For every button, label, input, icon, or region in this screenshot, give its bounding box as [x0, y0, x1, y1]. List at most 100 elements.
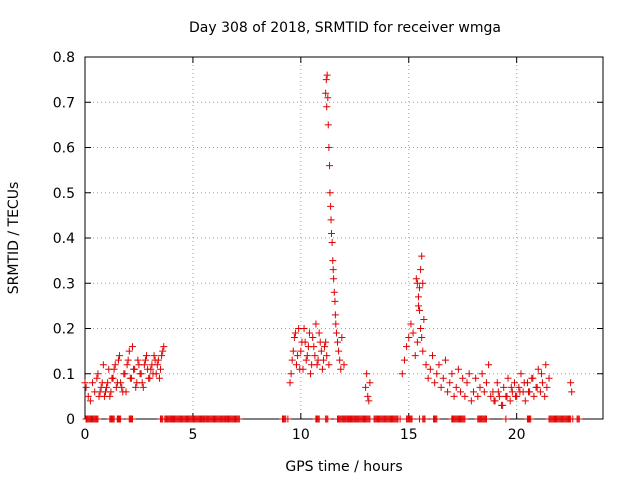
- data-point: [329, 266, 337, 274]
- data-point: [311, 352, 319, 360]
- data-point: [84, 392, 92, 400]
- data-point: [302, 356, 310, 364]
- data-point: [319, 356, 327, 364]
- data-point: [315, 415, 323, 423]
- data-point: [154, 356, 162, 364]
- data-point: [567, 415, 575, 423]
- data-point: [323, 71, 331, 79]
- data-point: [452, 383, 460, 391]
- data-point: [282, 415, 290, 423]
- data-point: [157, 365, 165, 373]
- data-point: [495, 392, 503, 400]
- data-point: [465, 370, 473, 378]
- data-point: [476, 383, 484, 391]
- data-point: [123, 361, 131, 369]
- data-point: [457, 388, 465, 396]
- data-point: [480, 388, 488, 396]
- data-point: [111, 361, 119, 369]
- data-point: [322, 76, 330, 84]
- data-point: [326, 162, 334, 170]
- data-point: [575, 415, 583, 423]
- data-points: [81, 71, 583, 423]
- data-point: [322, 89, 330, 97]
- data-point: [421, 415, 429, 423]
- data-point: [324, 121, 332, 129]
- data-point: [448, 370, 456, 378]
- data-point: [312, 320, 320, 328]
- data-point: [422, 361, 430, 369]
- data-point: [420, 315, 428, 323]
- data-point: [504, 374, 512, 382]
- data-point: [286, 379, 294, 387]
- data-point: [417, 325, 425, 332]
- data-point: [502, 415, 510, 423]
- data-point: [128, 415, 136, 423]
- data-point: [293, 361, 301, 369]
- data-point: [472, 374, 480, 382]
- data-point: [291, 329, 299, 337]
- data-point: [437, 383, 445, 391]
- data-point: [146, 374, 154, 382]
- data-point: [318, 365, 326, 373]
- data-point: [478, 370, 486, 378]
- data-point: [521, 397, 529, 405]
- x-tick-label: 20: [508, 427, 526, 443]
- data-point: [507, 383, 515, 391]
- data-point: [461, 415, 469, 423]
- data-point: [98, 379, 106, 387]
- data-point: [133, 379, 141, 387]
- data-point: [494, 388, 502, 396]
- data-point: [326, 189, 334, 197]
- data-point: [93, 374, 101, 382]
- data-point: [482, 415, 490, 423]
- data-point: [424, 374, 432, 382]
- data-point: [470, 388, 477, 396]
- data-point: [403, 343, 411, 351]
- data-point: [541, 392, 549, 400]
- data-point: [416, 284, 424, 292]
- data-point: [517, 370, 525, 378]
- data-point: [416, 306, 424, 314]
- data-point: [126, 374, 134, 382]
- data-point: [530, 392, 538, 400]
- data-point: [411, 352, 419, 360]
- data-point: [485, 361, 493, 369]
- data-point: [527, 415, 535, 423]
- data-point: [324, 94, 332, 102]
- data-point: [327, 229, 335, 237]
- data-point: [512, 392, 520, 400]
- data-point: [511, 379, 519, 387]
- data-point: [94, 415, 102, 423]
- data-point: [363, 370, 371, 378]
- data-point: [539, 379, 547, 387]
- data-point: [315, 329, 323, 337]
- data-point: [433, 415, 441, 423]
- data-point: [418, 252, 426, 260]
- data-point: [321, 343, 329, 351]
- data-point: [500, 383, 508, 391]
- data-point: [332, 320, 340, 328]
- data-point: [120, 370, 128, 378]
- data-point: [414, 302, 422, 310]
- data-point: [525, 388, 533, 396]
- data-point: [340, 361, 348, 369]
- data-point: [148, 361, 156, 369]
- data-point: [490, 397, 498, 405]
- data-point: [287, 370, 295, 378]
- data-point: [331, 311, 339, 319]
- data-point: [160, 343, 168, 351]
- data-point: [124, 356, 132, 364]
- data-point: [103, 383, 111, 391]
- data-point: [89, 379, 97, 387]
- data-point: [325, 144, 333, 151]
- data-point: [330, 288, 338, 296]
- data-point: [143, 352, 151, 360]
- data-point: [309, 334, 317, 342]
- data-point: [159, 347, 167, 355]
- data-point: [412, 275, 420, 283]
- data-point: [152, 370, 160, 378]
- data-point: [336, 356, 344, 364]
- data-point: [366, 379, 374, 387]
- data-point: [419, 347, 427, 355]
- data-point: [144, 365, 152, 373]
